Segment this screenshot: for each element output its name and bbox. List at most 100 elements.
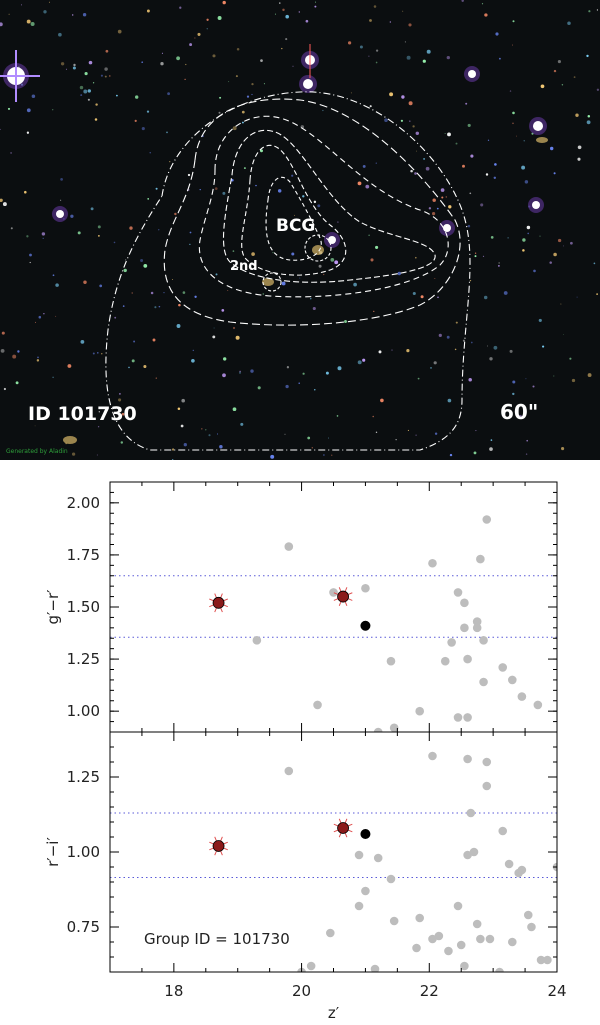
star-dot — [191, 358, 195, 363]
star-dot — [483, 295, 488, 300]
star-dot — [223, 357, 227, 361]
star-dot — [84, 72, 88, 76]
star-dot — [395, 439, 397, 441]
galaxy-point — [460, 961, 469, 971]
x-axis-title: z′ — [328, 1004, 340, 1022]
star-dot — [131, 359, 135, 363]
star-dot — [401, 95, 405, 99]
star-dot — [251, 93, 253, 96]
star-dot — [462, 164, 465, 168]
star-dot — [232, 250, 235, 252]
star-dot — [172, 459, 174, 460]
star-dot — [41, 232, 46, 236]
galaxy-point — [476, 934, 485, 944]
star-dot — [232, 326, 236, 330]
star-dot — [194, 37, 196, 39]
contour-1 — [105, 91, 471, 451]
star-dot — [438, 333, 442, 337]
star-dot — [215, 273, 218, 276]
star-dot — [52, 274, 55, 277]
star-dot — [214, 187, 218, 190]
star-dot — [512, 380, 516, 384]
star-dot — [161, 52, 163, 54]
galaxy-point — [354, 901, 364, 911]
density-contours — [105, 91, 471, 451]
star-dot — [231, 179, 234, 182]
star-dot — [437, 296, 439, 299]
star-dot — [26, 131, 30, 134]
galaxy-point — [460, 598, 469, 608]
star-dot — [119, 393, 121, 395]
star-dot — [557, 238, 562, 243]
star-dot — [7, 107, 11, 110]
star-dot — [222, 0, 226, 5]
galaxy-point — [498, 826, 508, 836]
star-dot — [192, 349, 194, 352]
star-dot — [473, 451, 477, 455]
star-dot — [573, 76, 576, 78]
star-dot — [560, 303, 562, 305]
star-dot — [219, 96, 222, 99]
bcg-marker — [212, 596, 225, 609]
star-dot — [31, 94, 36, 99]
star-dot — [494, 163, 497, 166]
star-dot — [533, 269, 536, 273]
star-dot — [140, 259, 144, 262]
star-dot — [15, 381, 19, 385]
star-dot — [100, 74, 103, 77]
y-tick-label: 1.25 — [67, 650, 100, 668]
star-dot — [397, 271, 401, 276]
bcg-marker — [337, 590, 349, 603]
star-dot — [312, 306, 316, 311]
star-dot — [166, 131, 168, 134]
star-dot — [365, 184, 370, 189]
y-tick-label: 1.25 — [67, 768, 100, 786]
bright-star — [303, 79, 313, 89]
star-dot — [0, 198, 3, 203]
star-dot — [446, 335, 450, 339]
star-dot — [213, 327, 215, 329]
star-dot — [227, 289, 229, 292]
star-dot — [52, 109, 54, 111]
y-tick-label: 2.00 — [67, 494, 100, 512]
star-dot — [553, 252, 557, 257]
star-dot — [498, 265, 500, 267]
star-dot — [163, 291, 165, 294]
star-dot — [277, 189, 282, 193]
star-dot — [38, 315, 42, 319]
star-dot — [503, 291, 508, 295]
star-dot — [336, 415, 339, 417]
star-dot — [158, 229, 160, 231]
star-dot — [328, 437, 330, 439]
star-dot — [490, 439, 493, 441]
star-dot — [29, 253, 32, 257]
star-dot — [8, 13, 10, 15]
star-dot — [447, 132, 451, 137]
star-dot — [311, 447, 313, 449]
galaxy-point — [284, 766, 294, 776]
star-dot — [406, 349, 410, 353]
galaxy-point — [326, 928, 335, 938]
star-dot — [60, 62, 65, 66]
star-dot — [525, 378, 527, 380]
galaxy-point — [463, 654, 472, 664]
star-dot — [120, 441, 124, 444]
star-dot — [282, 8, 285, 12]
galaxy-point — [354, 850, 364, 860]
star-dot — [391, 349, 393, 351]
star-dot — [561, 84, 564, 86]
star-dot — [72, 14, 74, 16]
star-dot — [143, 364, 147, 369]
bright-stars — [0, 44, 548, 444]
star-dot — [117, 29, 122, 34]
star-dot — [318, 264, 322, 268]
star-dot — [523, 140, 525, 142]
star-dot — [58, 32, 62, 37]
star-dot — [465, 102, 468, 105]
galaxy-point — [533, 700, 543, 710]
star-dot — [305, 19, 309, 23]
star-dot — [425, 166, 430, 171]
star-dot — [262, 293, 265, 295]
star-dot — [490, 236, 494, 239]
star-dot — [99, 284, 103, 288]
